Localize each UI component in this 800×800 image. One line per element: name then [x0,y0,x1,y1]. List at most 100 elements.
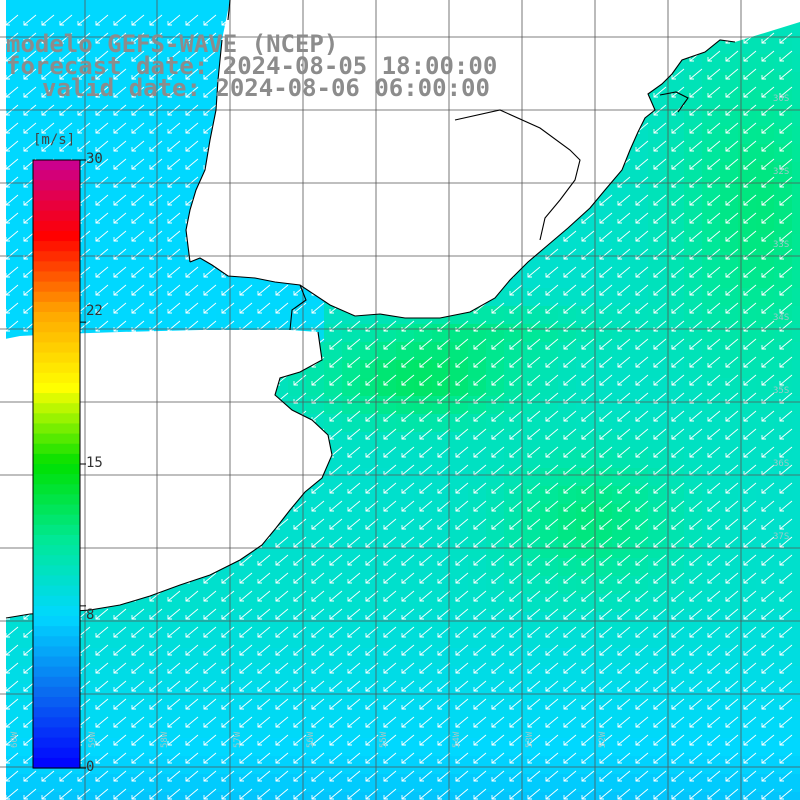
field-cell [738,630,757,649]
wind-arrow [689,500,703,512]
field-cell [792,126,800,145]
field-cell [594,324,613,343]
field-cell [90,126,109,145]
wind-arrow [167,752,181,764]
wind-arrow [563,626,577,638]
field-cell [486,396,505,415]
colorbar-segment [33,514,80,526]
wind-arrow [707,788,721,800]
wind-arrow [437,536,451,548]
wind-arrow [383,518,397,530]
wind-arrow [149,608,163,620]
field-cell [684,378,703,397]
field-cell [504,684,523,703]
wind-arrow [329,428,343,440]
wind-arrow [149,50,163,62]
wind-arrow [779,734,793,746]
wind-arrow [329,788,343,800]
field-cell [432,504,451,523]
wind-arrow [635,212,649,224]
lat-label: 30S [773,94,790,104]
field-cell [522,594,541,613]
wind-arrow [437,482,451,494]
wind-arrow [383,644,397,656]
field-cell [108,90,127,109]
field-cell [630,558,649,577]
wind-arrow [761,32,775,44]
wind-arrow [437,500,451,512]
field-cell [18,162,37,181]
field-cell [684,72,703,91]
field-cell [18,774,37,793]
wind-arrow [473,662,487,674]
wind-arrow [419,374,433,386]
wind-arrow [455,770,469,782]
field-cell [684,306,703,325]
wind-arrow [725,194,739,206]
field-cell [738,162,757,181]
wind-arrow [581,410,595,422]
wind-arrow [185,302,199,314]
field-cell [522,450,541,469]
wind-arrow [653,140,667,152]
field-cell [630,432,649,451]
field-cell [324,342,343,361]
field-cell [594,486,613,505]
wind-arrow [671,266,685,278]
wind-arrow [617,212,631,224]
wind-arrow [149,14,163,26]
wind-arrow [743,86,757,98]
field-cell [684,504,703,523]
wind-arrow [563,608,577,620]
field-cell [738,72,757,91]
field-cell [432,360,451,379]
field-cell [792,630,800,649]
wind-arrow [167,716,181,728]
field-cell [468,738,487,757]
field-cell [630,252,649,271]
wind-arrow [599,356,613,368]
wind-arrow [707,770,721,782]
wind-arrow [635,374,649,386]
field-cell [360,540,379,559]
field-cell [612,522,631,541]
field-cell [630,414,649,433]
field-cell [666,576,685,595]
field-cell [126,162,145,181]
wind-arrow [527,734,541,746]
wind-arrow [527,644,541,656]
field-cell [576,360,595,379]
field-cell [108,144,127,163]
field-cell [612,540,631,559]
wind-arrow [473,392,487,404]
wind-arrow [779,446,793,458]
wind-arrow [437,446,451,458]
field-cell [666,234,685,253]
field-cell [648,288,667,307]
field-cell [486,360,505,379]
wind-arrow [653,158,667,170]
wind-arrow [491,788,505,800]
field-cell [702,630,721,649]
field-cell [342,324,361,343]
wind-arrow [581,626,595,638]
field-cell [396,486,415,505]
field-cell [702,342,721,361]
field-cell [432,540,451,559]
field-cell [756,198,775,217]
wind-arrow [707,158,721,170]
field-cell [180,162,199,181]
wind-arrow [707,212,721,224]
field-cell [774,504,793,523]
wind-arrow [239,302,253,314]
wind-arrow [491,518,505,530]
wind-arrow [707,482,721,494]
wind-arrow [131,158,145,170]
wind-arrow [743,716,757,728]
field-cell [162,306,181,325]
field-cell [486,648,505,667]
wind-arrow [311,392,325,404]
field-cell [450,324,469,343]
field-cell [558,522,577,541]
field-cell [756,324,775,343]
